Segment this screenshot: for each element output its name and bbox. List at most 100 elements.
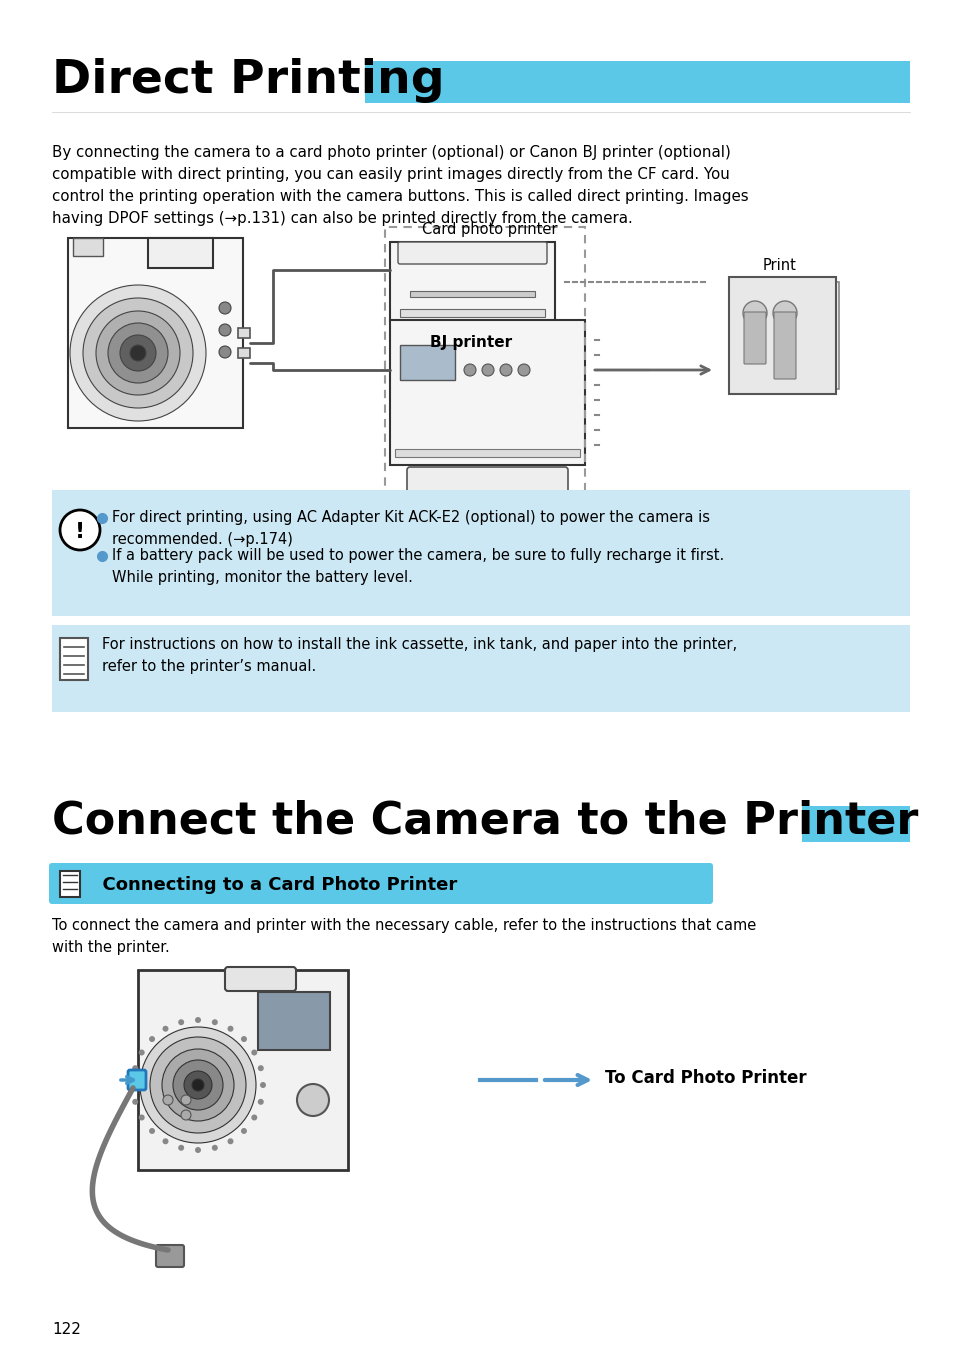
Circle shape	[251, 1049, 257, 1056]
Circle shape	[132, 1065, 138, 1071]
Bar	[395, 449, 579, 457]
Circle shape	[130, 1082, 136, 1088]
Circle shape	[260, 1082, 266, 1088]
Circle shape	[742, 301, 766, 324]
Circle shape	[184, 1071, 212, 1099]
Circle shape	[162, 1049, 233, 1121]
Circle shape	[251, 1114, 257, 1121]
Circle shape	[296, 1084, 329, 1115]
Circle shape	[219, 301, 231, 314]
FancyBboxPatch shape	[743, 312, 765, 364]
FancyBboxPatch shape	[773, 312, 795, 379]
Circle shape	[772, 301, 796, 324]
Circle shape	[138, 1049, 145, 1056]
Circle shape	[212, 1019, 217, 1025]
Bar	[390, 242, 555, 322]
Bar	[801, 806, 909, 842]
Text: Connect the Camera to the Printer: Connect the Camera to the Printer	[52, 800, 918, 844]
Bar	[68, 238, 243, 429]
Circle shape	[163, 1095, 172, 1105]
Text: By connecting the camera to a card photo printer (optional) or Canon BJ printer : By connecting the camera to a card photo…	[52, 145, 730, 160]
Bar	[399, 345, 455, 380]
FancyBboxPatch shape	[397, 242, 546, 264]
Circle shape	[257, 1065, 264, 1071]
Text: For instructions on how to install the ink cassette, ink tank, and paper into th: For instructions on how to install the i…	[102, 637, 737, 652]
Bar	[390, 320, 584, 465]
Circle shape	[140, 1028, 255, 1142]
Bar	[385, 227, 584, 510]
Circle shape	[194, 1146, 201, 1153]
Bar	[52, 489, 909, 617]
Circle shape	[227, 1026, 233, 1032]
Bar	[73, 238, 103, 256]
Circle shape	[257, 1099, 264, 1105]
Bar	[237, 329, 250, 338]
FancyBboxPatch shape	[728, 277, 835, 393]
Circle shape	[150, 1037, 246, 1133]
Bar	[138, 969, 348, 1169]
Circle shape	[96, 311, 180, 395]
Text: Card photo printer: Card photo printer	[422, 222, 558, 237]
Text: For direct printing, using AC Adapter Kit ACK-E2 (optional) to power the camera : For direct printing, using AC Adapter Ki…	[112, 510, 709, 525]
Circle shape	[108, 323, 168, 383]
FancyBboxPatch shape	[737, 283, 838, 389]
Bar	[60, 871, 80, 896]
FancyBboxPatch shape	[128, 1069, 146, 1090]
Text: recommended. (→p.174): recommended. (→p.174)	[112, 531, 293, 548]
Circle shape	[172, 1060, 223, 1110]
Text: BJ printer: BJ printer	[430, 335, 512, 350]
Bar	[410, 291, 535, 297]
Text: To connect the camera and printer with the necessary cable, refer to the instruc: To connect the camera and printer with t…	[52, 918, 756, 933]
Text: To Card Photo Printer: To Card Photo Printer	[604, 1069, 806, 1087]
Circle shape	[219, 324, 231, 337]
Circle shape	[192, 1079, 204, 1091]
Circle shape	[463, 364, 476, 376]
Bar	[365, 61, 909, 103]
Circle shape	[149, 1128, 155, 1134]
Text: Connecting to a Card Photo Printer: Connecting to a Card Photo Printer	[90, 876, 456, 895]
Text: refer to the printer’s manual.: refer to the printer’s manual.	[102, 658, 315, 675]
Text: control the printing operation with the camera buttons. This is called direct pr: control the printing operation with the …	[52, 189, 748, 204]
Text: compatible with direct printing, you can easily print images directly from the C: compatible with direct printing, you can…	[52, 168, 729, 183]
Circle shape	[499, 364, 512, 376]
Text: with the printer.: with the printer.	[52, 940, 170, 955]
Bar	[148, 238, 213, 268]
Circle shape	[60, 510, 100, 550]
Circle shape	[149, 1036, 155, 1042]
FancyBboxPatch shape	[156, 1245, 184, 1267]
Circle shape	[481, 364, 494, 376]
Text: While printing, monitor the battery level.: While printing, monitor the battery leve…	[112, 571, 413, 585]
Text: Print: Print	[762, 258, 796, 273]
Circle shape	[241, 1036, 247, 1042]
Circle shape	[83, 297, 193, 408]
Circle shape	[130, 345, 146, 361]
Circle shape	[178, 1019, 184, 1025]
Bar	[60, 638, 88, 680]
Circle shape	[194, 1017, 201, 1023]
Circle shape	[178, 1145, 184, 1151]
Circle shape	[120, 335, 156, 370]
Text: Direct Printing: Direct Printing	[52, 58, 444, 103]
Circle shape	[219, 346, 231, 358]
Circle shape	[132, 1099, 138, 1105]
Bar	[237, 347, 250, 358]
Circle shape	[162, 1026, 169, 1032]
Circle shape	[241, 1128, 247, 1134]
Circle shape	[138, 1114, 145, 1121]
FancyBboxPatch shape	[407, 466, 567, 508]
Circle shape	[162, 1138, 169, 1144]
Circle shape	[517, 364, 530, 376]
FancyBboxPatch shape	[225, 967, 295, 991]
Bar	[257, 992, 330, 1051]
Circle shape	[227, 1138, 233, 1144]
Circle shape	[70, 285, 206, 420]
Text: If a battery pack will be used to power the camera, be sure to fully recharge it: If a battery pack will be used to power …	[112, 548, 723, 562]
Circle shape	[212, 1145, 217, 1151]
Text: having DPOF settings (→p.131) can also be printed directly from the camera.: having DPOF settings (→p.131) can also b…	[52, 211, 632, 226]
Circle shape	[181, 1095, 191, 1105]
Bar	[399, 310, 544, 316]
Circle shape	[181, 1110, 191, 1119]
Bar	[52, 625, 909, 713]
Text: !: !	[75, 522, 85, 542]
FancyBboxPatch shape	[49, 863, 712, 904]
